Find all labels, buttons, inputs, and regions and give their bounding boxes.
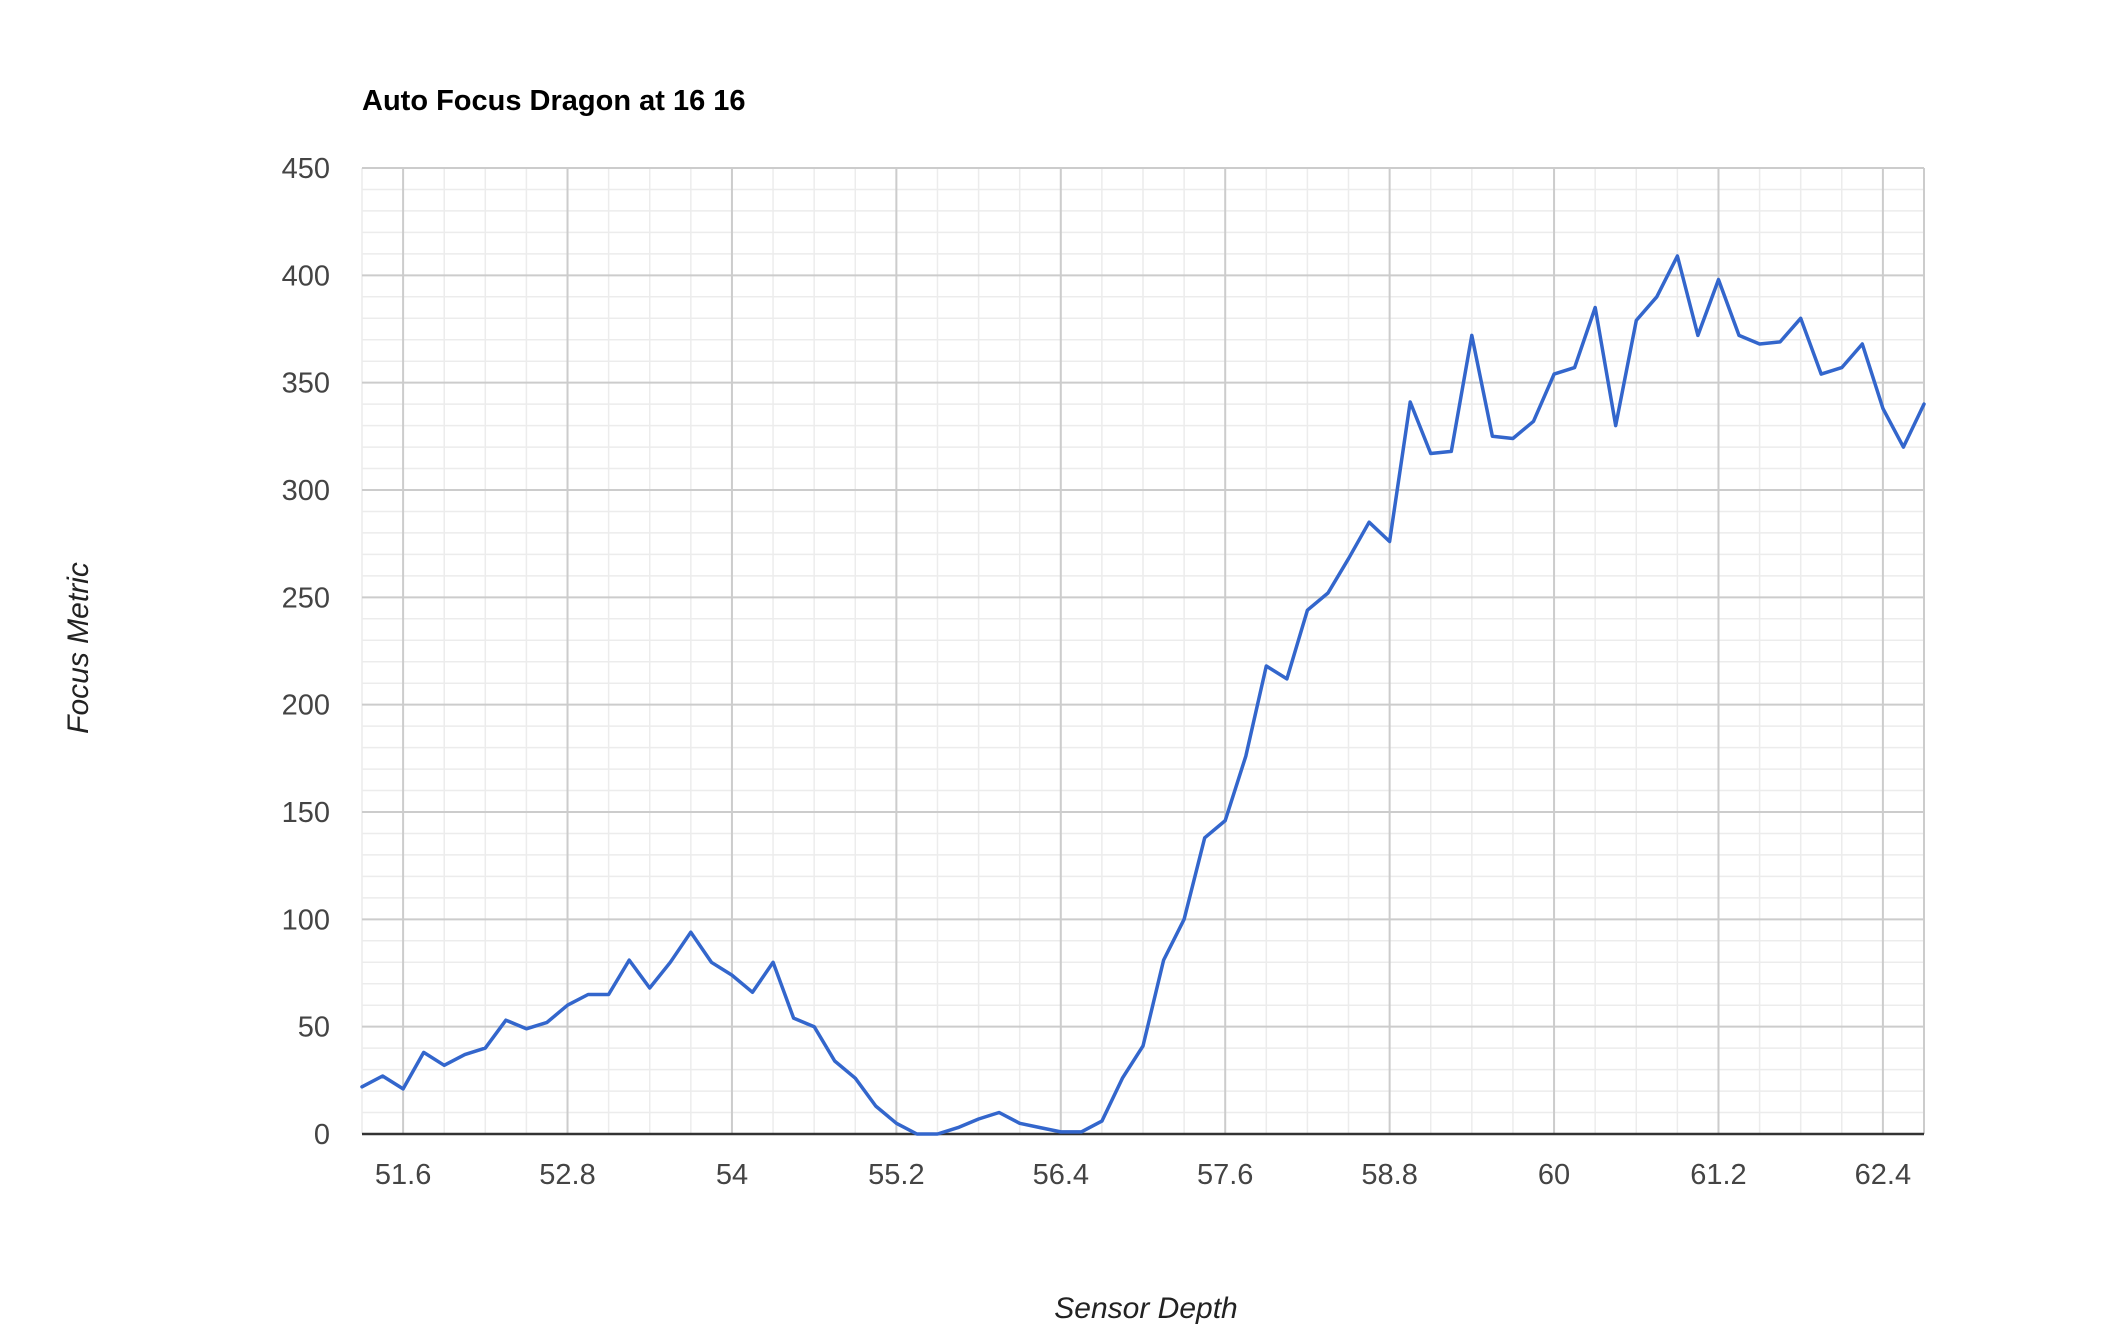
- x-tick-label: 52.8: [539, 1159, 595, 1191]
- x-tick-label: 55.2: [868, 1159, 924, 1191]
- y-axis-tick-labels: 0 50 100 150 200 250 300 350 400 450: [282, 153, 330, 1151]
- y-tick-label: 350: [282, 368, 330, 400]
- x-tick-label: 61.2: [1690, 1159, 1746, 1191]
- y-axis-title: Focus Metric: [62, 562, 95, 734]
- y-tick-label: 150: [282, 797, 330, 829]
- x-tick-label: 58.8: [1361, 1159, 1417, 1191]
- y-tick-label: 50: [298, 1012, 330, 1044]
- y-tick-label: 100: [282, 904, 330, 936]
- y-tick-label: 450: [282, 153, 330, 185]
- chart-title: Auto Focus Dragon at 16 16: [362, 85, 746, 117]
- y-tick-label: 200: [282, 690, 330, 722]
- y-tick-label: 250: [282, 582, 330, 614]
- x-tick-label: 54: [716, 1159, 748, 1191]
- minor-gridlines: [361, 168, 1925, 1134]
- series-line: [360, 254, 1926, 1136]
- y-tick-label: 0: [314, 1119, 330, 1151]
- x-tick-label: 62.4: [1855, 1159, 1911, 1191]
- x-axis-title: Sensor Depth: [1054, 1292, 1237, 1325]
- x-tick-label: 56.4: [1033, 1159, 1089, 1191]
- y-tick-label: 300: [282, 475, 330, 507]
- x-axis-tick-labels: 51.6 52.8 54 55.2 56.4 57.6 58.8 60 61.2 62.4: [375, 1159, 1911, 1191]
- y-tick-label: 400: [282, 260, 330, 292]
- x-tick-label: 51.6: [375, 1159, 431, 1191]
- major-gridlines: [362, 167, 1925, 1134]
- series-layer: [360, 254, 1926, 1136]
- x-tick-label: 57.6: [1197, 1159, 1253, 1191]
- x-tick-label: 60: [1538, 1159, 1570, 1191]
